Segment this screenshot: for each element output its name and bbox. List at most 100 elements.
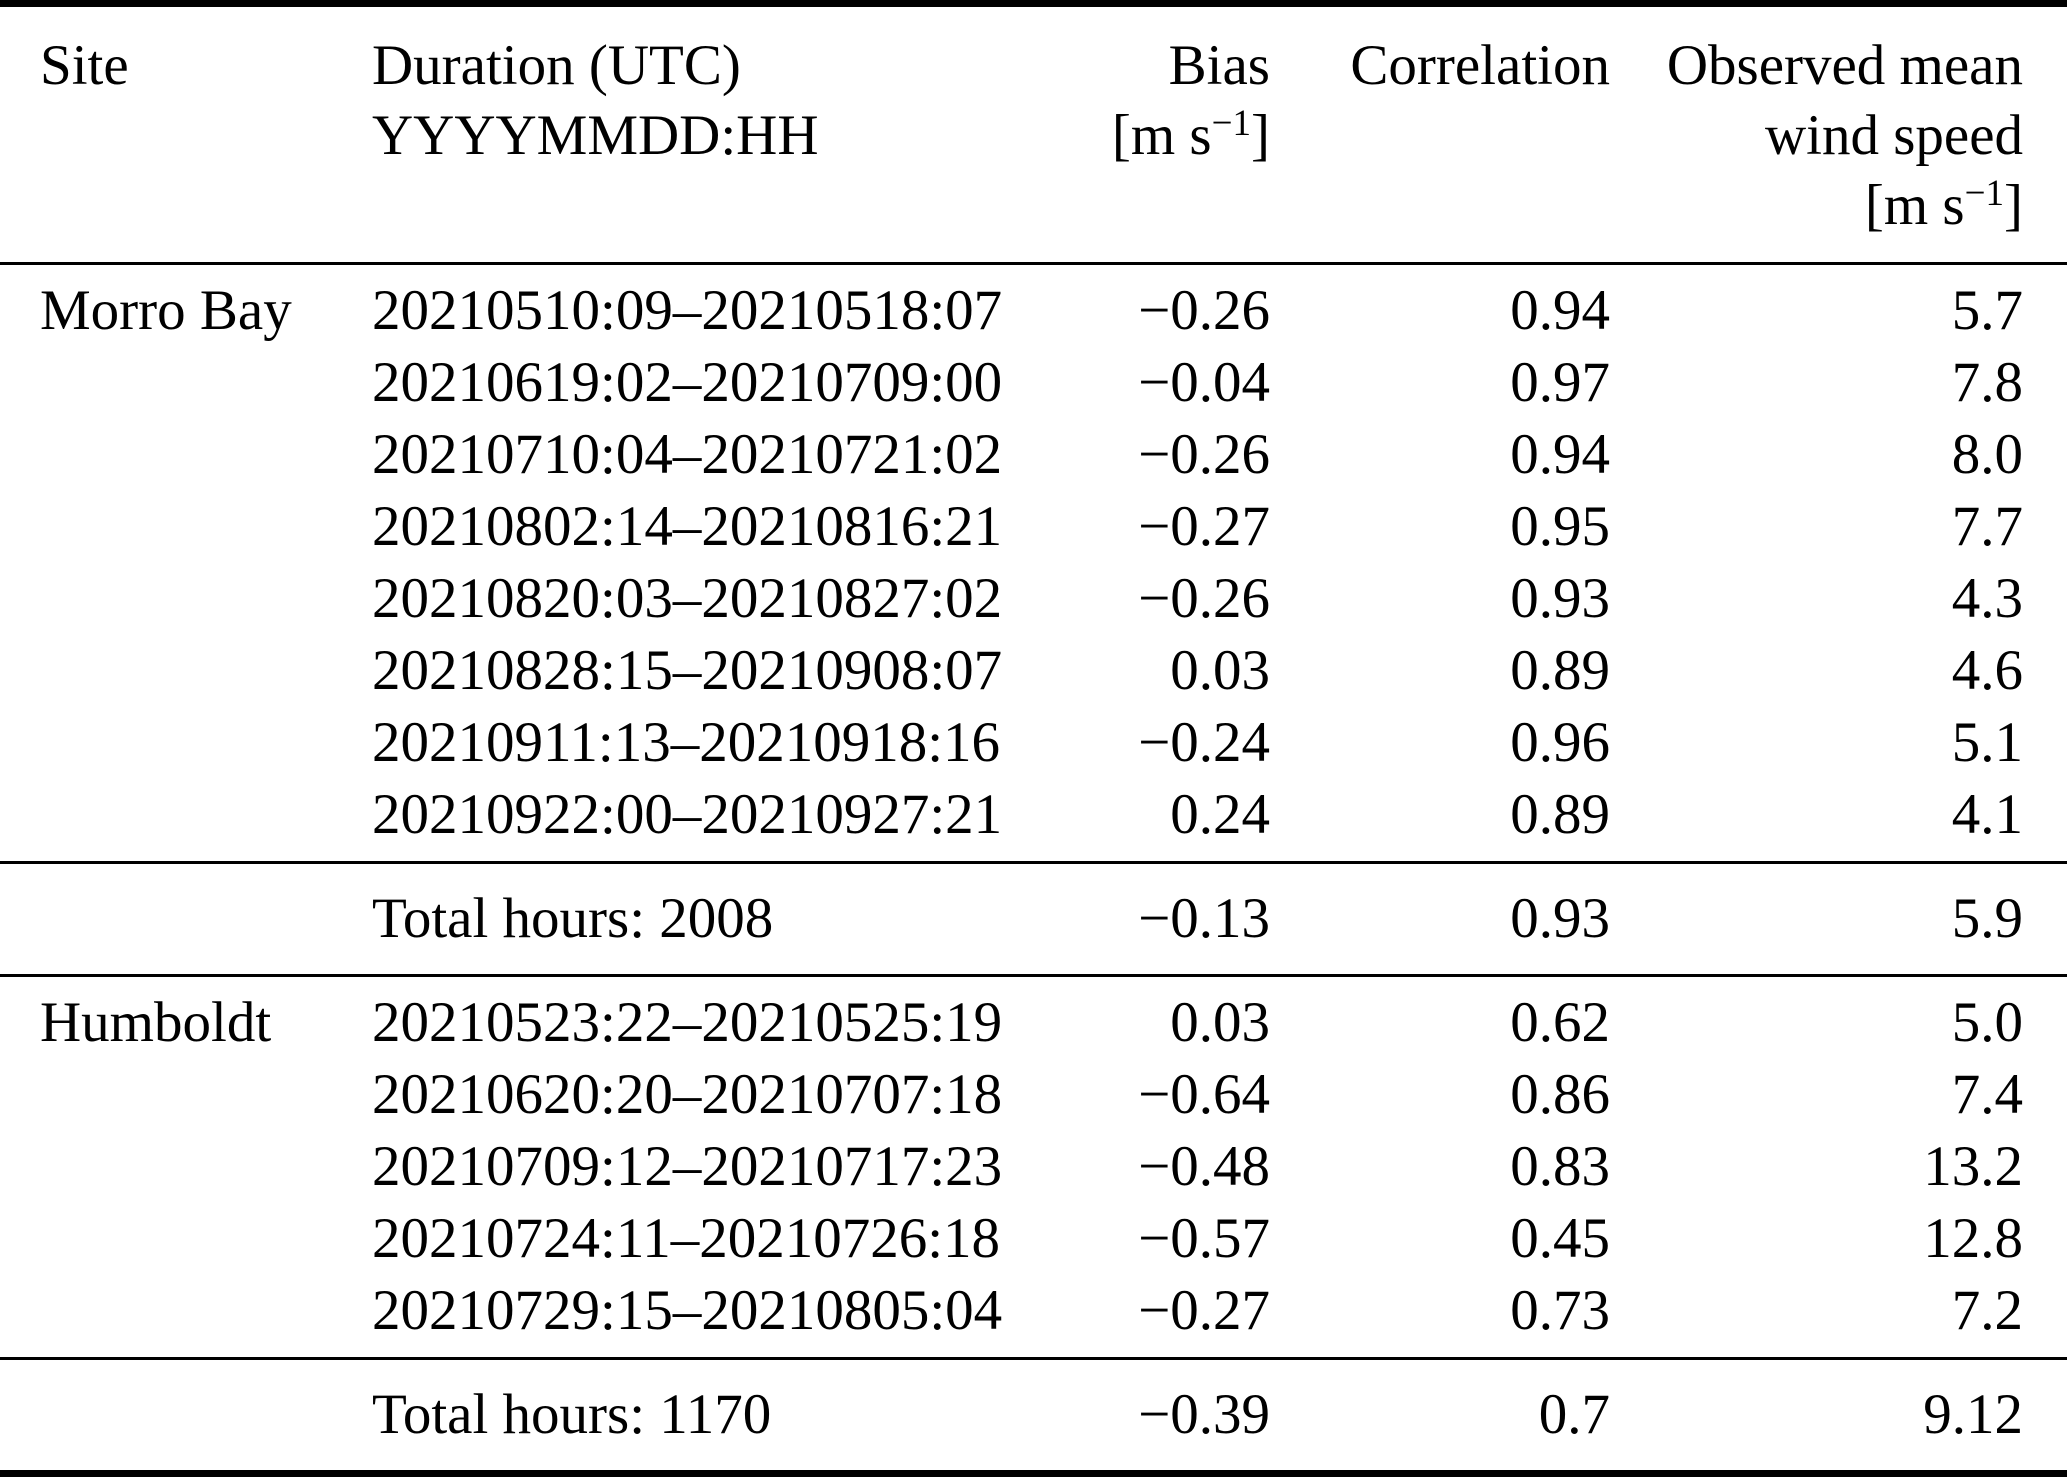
correlation-cell: 0.97 [1510,351,1610,414]
header-duration-line1: Duration (UTC) [372,34,741,97]
wind-speed-cell: 5.7 [1951,279,2023,342]
duration-cell: 20210911:13–20210918:16 [372,711,1001,774]
site-cell [0,1379,372,1451]
bias-cell: −0.39 [1138,1383,1270,1446]
site-cell [0,1275,372,1347]
wind-speed-cell: 12.8 [1923,1207,2023,1270]
site-cell [0,347,372,419]
site-cell: Humboldt [40,991,272,1054]
correlation-cell: 0.94 [1510,423,1610,486]
wind-speed-cell: 4.6 [1951,639,2023,702]
header-bias-label: Bias [1168,34,1270,97]
site-cell [0,491,372,563]
wind-speed-cell: 4.3 [1951,567,2023,630]
total-row-humboldt: Total hours: 1170 −0.39 0.7 9.12 [0,1357,2067,1470]
header-site: Site [0,31,372,248]
header-observed-line1: Observed mean [1666,34,2023,97]
bias-cell: −0.57 [1138,1207,1270,1270]
table-row: 20210710:04–20210721:02 −0.26 0.94 8.0 [0,419,2067,491]
table-row: Morro Bay 20210510:09–20210518:07 −0.26 … [0,275,2067,347]
wind-speed-cell: 5.1 [1951,711,2023,774]
bias-cell: 0.03 [1170,639,1270,702]
header-observed: Observed mean wind speed [m s−1] [1610,31,2023,248]
bias-cell: −0.26 [1138,423,1270,486]
total-label-cell: Total hours: 2008 [372,887,774,950]
site-cell [0,635,372,707]
header-bias: Bias [m s−1] [1022,31,1270,248]
correlation-cell: 0.96 [1510,711,1610,774]
wind-speed-cell: 7.8 [1951,351,2023,414]
correlation-cell: 0.45 [1510,1207,1610,1270]
bias-cell: −0.04 [1138,351,1270,414]
correlation-cell: 0.83 [1510,1135,1610,1198]
wind-speed-cell: 9.12 [1923,1383,2023,1446]
duration-cell: 20210828:15–20210908:07 [372,639,1003,702]
table-row: 20210620:20–20210707:18 −0.64 0.86 7.4 [0,1059,2067,1131]
wind-speed-cell: 8.0 [1951,423,2023,486]
correlation-cell: 0.86 [1510,1063,1610,1126]
site-cell [0,883,372,955]
bias-cell: −0.27 [1138,495,1270,558]
table-row: 20210709:12–20210717:23 −0.48 0.83 13.2 [0,1131,2067,1203]
correlation-cell: 0.94 [1510,279,1610,342]
correlation-cell: 0.73 [1510,1279,1610,1342]
wind-speed-cell: 7.4 [1951,1063,2023,1126]
duration-cell: 20210922:00–20210927:21 [372,783,1003,846]
bias-cell: −0.64 [1138,1063,1270,1126]
correlation-cell: 0.62 [1510,991,1610,1054]
wind-speed-cell: 5.9 [1951,887,2023,950]
duration-cell: 20210710:04–20210721:02 [372,423,1003,486]
table-row: 20210729:15–20210805:04 −0.27 0.73 7.2 [0,1275,2067,1347]
site-cell [0,779,372,851]
header-bias-unit: [m s−1] [1111,103,1270,167]
site-cell: Morro Bay [40,279,292,342]
total-row-morro-bay: Total hours: 2008 −0.13 0.93 5.9 [0,861,2067,977]
duration-cell: 20210709:12–20210717:23 [372,1135,1003,1198]
site-cell [0,1203,372,1275]
section-humboldt: Humboldt 20210523:22–20210525:19 0.03 0.… [0,977,2067,1357]
duration-cell: 20210619:02–20210709:00 [372,351,1003,414]
bias-cell: 0.03 [1170,991,1270,1054]
site-cell [0,1059,372,1131]
correlation-cell: 0.95 [1510,495,1610,558]
header-correlation-label: Correlation [1350,34,1610,97]
site-cell [0,1131,372,1203]
bias-cell: −0.26 [1138,567,1270,630]
superscript: −1 [1964,173,2005,215]
table-row: 20210724:11–20210726:18 −0.57 0.45 12.8 [0,1203,2067,1275]
superscript: −1 [1211,103,1252,145]
header-duration: Duration (UTC) YYYYMMDD:HH [372,31,1022,248]
site-cell [0,419,372,491]
table-row: 20210820:03–20210827:02 −0.26 0.93 4.3 [0,563,2067,635]
table-row: 20210828:15–20210908:07 0.03 0.89 4.6 [0,635,2067,707]
header-duration-line2: YYYYMMDD:HH [372,104,819,167]
header-correlation: Correlation [1270,31,1610,248]
duration-cell: 20210729:15–20210805:04 [372,1279,1003,1342]
header-site-label: Site [40,34,129,97]
section-morro-bay: Morro Bay 20210510:09–20210518:07 −0.26 … [0,265,2067,861]
total-label-cell: Total hours: 1170 [372,1383,772,1446]
table-row: 20210922:00–20210927:21 0.24 0.89 4.1 [0,779,2067,851]
wind-speed-cell: 4.1 [1951,783,2023,846]
duration-cell: 20210820:03–20210827:02 [372,567,1003,630]
correlation-cell: 0.7 [1538,1383,1610,1446]
table-row: 20210619:02–20210709:00 −0.04 0.97 7.8 [0,347,2067,419]
correlation-cell: 0.93 [1510,887,1610,950]
duration-cell: 20210620:20–20210707:18 [372,1063,1003,1126]
header-observed-unit: [m s−1] [1864,173,2023,237]
duration-cell: 20210724:11–20210726:18 [372,1207,1001,1270]
wind-speed-cell: 7.2 [1951,1279,2023,1342]
table-header-row: Site Duration (UTC) YYYYMMDD:HH Bias [m … [0,7,2067,265]
correlation-cell: 0.89 [1510,783,1610,846]
correlation-cell: 0.93 [1510,567,1610,630]
duration-cell: 20210802:14–20210816:21 [372,495,1003,558]
correlation-cell: 0.89 [1510,639,1610,702]
table-row: 20210911:13–20210918:16 −0.24 0.96 5.1 [0,707,2067,779]
site-cell [0,707,372,779]
bias-cell: −0.48 [1138,1135,1270,1198]
table-row: 20210802:14–20210816:21 −0.27 0.95 7.7 [0,491,2067,563]
duration-cell: 20210523:22–20210525:19 [372,991,1003,1054]
table-row: Humboldt 20210523:22–20210525:19 0.03 0.… [0,987,2067,1059]
duration-cell: 20210510:09–20210518:07 [372,279,1003,342]
